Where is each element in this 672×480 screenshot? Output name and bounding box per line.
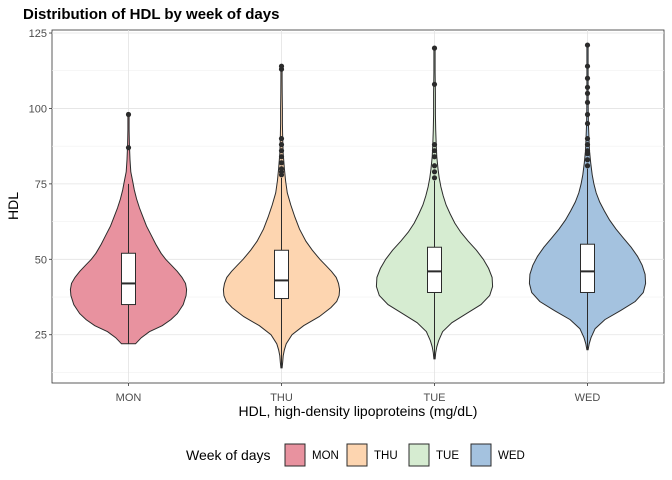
y-axis: 25 50 75 100 125 xyxy=(29,28,52,342)
y-tick-label: 75 xyxy=(35,179,47,191)
box-iqr xyxy=(427,246,442,293)
x-axis: MON THU TUE WED xyxy=(116,383,601,404)
outlier-point xyxy=(431,163,438,169)
y-axis-title: HDL xyxy=(5,192,21,220)
outlier-point xyxy=(278,63,285,69)
outlier-point xyxy=(278,142,285,148)
legend-key-mon xyxy=(284,443,306,467)
x-tick-label: TUE xyxy=(424,392,446,404)
legend-label: THU xyxy=(374,450,398,462)
outlier-point xyxy=(431,81,438,87)
box-iqr xyxy=(580,243,595,293)
legend-key-tue xyxy=(408,443,430,467)
outlier-point xyxy=(584,148,591,154)
outlier-point xyxy=(584,111,591,118)
outlier-point xyxy=(278,160,285,166)
outlier-point xyxy=(431,45,438,51)
violins xyxy=(69,42,647,369)
outlier-point xyxy=(431,148,438,154)
legend-items: MON THU TUE WED xyxy=(284,443,525,467)
outlier-point xyxy=(584,75,591,81)
legend: Week of days MON THU TUE WED xyxy=(186,443,525,467)
outlier-point xyxy=(584,142,591,148)
legend-label: MON xyxy=(312,450,339,462)
outlier-point xyxy=(431,169,438,175)
outlier-point xyxy=(584,136,591,142)
box-iqr xyxy=(121,252,136,306)
outlier-point xyxy=(125,145,132,151)
outlier-point xyxy=(278,166,285,172)
outlier-point xyxy=(584,63,591,69)
outlier-point xyxy=(584,99,591,106)
x-axis-title: HDL, high-density lipoproteins (mg/dL) xyxy=(239,403,478,419)
chart-title: Distribution of HDL by week of days xyxy=(23,6,279,23)
outlier-point xyxy=(431,142,438,148)
outlier-point xyxy=(278,154,285,160)
outlier-point xyxy=(584,157,591,163)
outlier-point xyxy=(278,136,285,142)
x-tick-label: THU xyxy=(270,392,293,404)
plot-panel-border xyxy=(51,29,665,384)
outlier-point xyxy=(584,90,591,96)
legend-title: Week of days xyxy=(186,447,271,463)
box-iqr xyxy=(274,249,289,300)
outlier-point xyxy=(125,111,132,118)
legend-key-thu xyxy=(346,443,368,467)
outlier-point xyxy=(431,175,438,181)
y-tick-label: 100 xyxy=(29,103,47,115)
legend-label: WED xyxy=(498,450,525,462)
legend-key-wed xyxy=(470,443,492,467)
outlier-point xyxy=(431,154,438,160)
x-tick-label: WED xyxy=(575,392,601,404)
outlier-point xyxy=(584,42,591,48)
y-tick-label: 125 xyxy=(29,28,47,40)
outlier-point xyxy=(584,84,591,90)
legend-label: TUE xyxy=(436,450,459,462)
x-tick-label: MON xyxy=(116,392,142,404)
y-tick-label: 50 xyxy=(35,254,47,266)
outlier-point xyxy=(584,163,591,169)
outlier-point xyxy=(584,120,591,127)
y-tick-label: 25 xyxy=(35,330,47,342)
outlier-point xyxy=(278,148,285,154)
